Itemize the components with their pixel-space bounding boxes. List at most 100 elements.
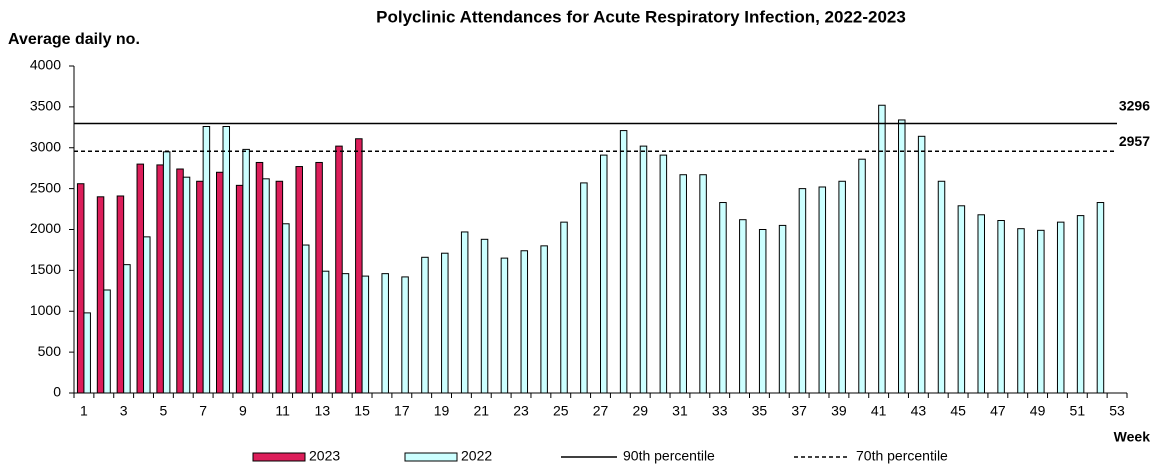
x-tick-label: 19 [434, 403, 450, 419]
x-tick-label: 9 [239, 403, 247, 419]
bar [679, 174, 687, 394]
bar [381, 273, 389, 394]
x-tick-label: 25 [553, 403, 569, 419]
bar [460, 231, 469, 394]
bar [639, 145, 648, 394]
bar [103, 289, 111, 394]
reference-label: 2957 [1119, 133, 1150, 149]
bar [295, 166, 303, 394]
bar [355, 138, 363, 394]
bar [878, 104, 886, 394]
bar [176, 168, 184, 394]
bar [600, 154, 608, 394]
bar [997, 220, 1005, 394]
bar [898, 119, 906, 394]
bar [341, 273, 350, 394]
x-tick-label: 21 [474, 403, 490, 419]
y-tick-label: 0 [53, 384, 61, 400]
legend-swatch [252, 452, 306, 462]
x-tick-label: 49 [1030, 403, 1046, 419]
x-tick-label: 53 [1109, 403, 1125, 419]
bar [778, 224, 787, 394]
bar [937, 180, 946, 394]
bar [315, 161, 323, 394]
x-tick-label: 29 [632, 403, 648, 419]
bar [699, 174, 707, 394]
bar [262, 178, 270, 394]
legend-label: 90th percentile [623, 448, 715, 464]
x-tick-label: 27 [593, 403, 609, 419]
x-tick-label: 5 [160, 403, 168, 419]
y-tick-label: 500 [38, 343, 62, 359]
x-tick-label: 23 [513, 403, 529, 419]
x-tick-label: 31 [672, 403, 688, 419]
bar [520, 250, 529, 394]
x-tick-label: 41 [871, 403, 887, 419]
bar [321, 270, 330, 394]
bar [76, 183, 85, 394]
bar [858, 158, 866, 394]
x-tick-label: 11 [275, 403, 290, 419]
bar [798, 188, 807, 394]
bar [619, 130, 628, 394]
bar [441, 252, 449, 394]
chart-title: Polyclinic Attendances for Acute Respira… [376, 7, 906, 26]
bar [401, 276, 409, 394]
x-tick-label: 43 [911, 403, 927, 419]
bar [1096, 202, 1105, 394]
bar [182, 176, 191, 394]
x-axis-label: Week [1114, 429, 1151, 445]
legend-label: 70th percentile [856, 448, 948, 464]
bar [1037, 229, 1045, 394]
legend-label: 2022 [461, 448, 492, 464]
bar [136, 163, 145, 394]
bar [255, 161, 264, 394]
x-tick-label: 33 [712, 403, 728, 419]
bar [275, 180, 284, 394]
bar [1017, 228, 1025, 394]
bar [500, 257, 509, 394]
bar [96, 196, 105, 394]
bar [143, 236, 151, 394]
bar [838, 180, 846, 394]
bar [1076, 215, 1085, 394]
bar [162, 151, 171, 394]
y-tick-label: 3000 [30, 138, 61, 154]
y-tick-label: 3500 [30, 98, 61, 114]
bar [917, 135, 926, 394]
bar [116, 195, 125, 394]
bar [202, 125, 211, 394]
bar [216, 171, 224, 394]
legend-label: 2023 [309, 448, 340, 464]
bar [421, 256, 429, 394]
bar [235, 184, 244, 394]
legend-swatch [404, 452, 458, 462]
x-tick-label: 15 [354, 403, 370, 419]
x-tick-label: 3 [120, 403, 128, 419]
x-tick-label: 1 [80, 403, 88, 419]
x-tick-label: 45 [950, 403, 966, 419]
bar [301, 244, 310, 394]
y-tick-label: 1000 [30, 302, 61, 318]
bar [282, 223, 290, 394]
bar [1056, 221, 1065, 394]
x-tick-label: 7 [199, 403, 207, 419]
x-tick-label: 47 [990, 403, 1006, 419]
bar [480, 238, 489, 394]
bar [242, 148, 250, 394]
bar [196, 180, 204, 394]
bar [123, 264, 131, 394]
x-tick-label: 37 [791, 403, 807, 419]
bar [818, 186, 827, 394]
bar [977, 214, 985, 394]
bar [83, 312, 91, 394]
bar [222, 125, 231, 394]
bar [335, 145, 343, 394]
x-tick-label: 35 [752, 403, 768, 419]
y-tick-label: 2000 [30, 220, 61, 236]
bar [560, 221, 568, 394]
bar [156, 164, 164, 394]
x-tick-label: 17 [394, 403, 410, 419]
y-axis-label: Average daily no. [8, 31, 140, 48]
